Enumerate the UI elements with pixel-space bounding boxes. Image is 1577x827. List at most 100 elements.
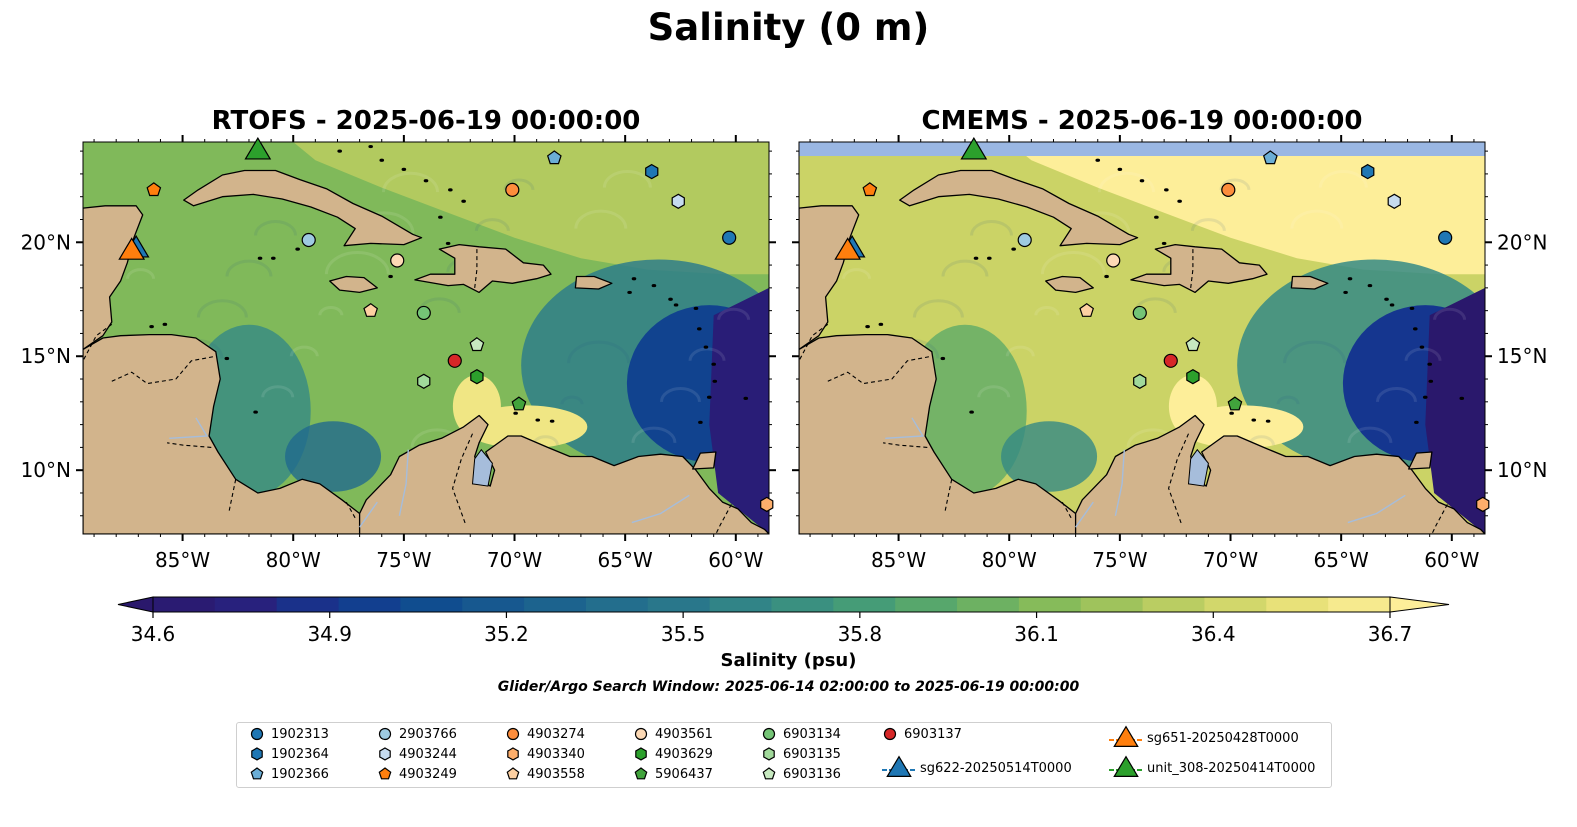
- legend-entry-1902366: 1902366: [249, 766, 329, 782]
- no-data-band: [799, 142, 1485, 156]
- land-hispaniola: [414, 243, 552, 294]
- marker-sg651-20250428T0000: [118, 237, 146, 260]
- border-0: [83, 323, 113, 362]
- legend-marker-icon: [883, 727, 897, 741]
- islet-20: [337, 149, 342, 153]
- land-south: [358, 414, 769, 534]
- marker-6903135: [1133, 373, 1147, 389]
- colorbar-tick-label: 35.8: [838, 622, 883, 646]
- marker-4903558: [1079, 302, 1095, 317]
- colorbar-frame: [152, 596, 1391, 613]
- islet-14: [1154, 215, 1159, 219]
- marker-5906437: [1227, 396, 1243, 411]
- islet-26: [224, 356, 230, 361]
- marker-6903137: [1163, 353, 1178, 368]
- legend-label: 1902366: [271, 766, 329, 782]
- x-tick-label: 85°W: [871, 548, 926, 572]
- land-central: [799, 333, 1081, 534]
- islet-30: [445, 241, 451, 246]
- legend-marker-icon: [763, 747, 775, 761]
- marker-2903766: [1017, 232, 1032, 248]
- x-tick-label: 65°W: [1314, 548, 1369, 572]
- islet-24: [257, 256, 263, 260]
- islet-2: [673, 303, 679, 307]
- marker-6903134: [416, 305, 431, 321]
- ocean-field-east-edge: [709, 287, 769, 534]
- legend-label: 4903274: [527, 726, 585, 742]
- marker-4903244: [1387, 193, 1401, 209]
- islet-3: [1409, 306, 1415, 310]
- y-tick-label: 20°N: [1497, 230, 1547, 254]
- x-tick-label: 85°W: [155, 548, 210, 572]
- colorbar-segment: [833, 597, 896, 612]
- marker-1902313: [1438, 230, 1453, 245]
- border-1: [827, 355, 932, 385]
- islet-10: [743, 396, 749, 400]
- colorbar-segment: [153, 597, 216, 612]
- islet-13: [549, 419, 555, 423]
- marker-4903561: [1106, 253, 1121, 268]
- legend-entry-1902364: 1902364: [249, 746, 329, 762]
- river-3: [1075, 501, 1094, 528]
- legend-entry-4903558: 4903558: [505, 766, 585, 782]
- islet-0: [627, 290, 632, 295]
- legend-label: 6903136: [783, 766, 841, 782]
- land-south: [1074, 414, 1485, 534]
- legend-marker-icon: [379, 747, 391, 761]
- islet-23: [1011, 247, 1016, 251]
- river-1: [398, 449, 409, 516]
- ocean-field-east-edge: [1425, 287, 1485, 534]
- islet-29: [388, 274, 393, 279]
- islet-25: [969, 410, 974, 414]
- islet-21: [368, 144, 373, 149]
- islet-19: [379, 158, 385, 162]
- ocean-field-guajira: [1168, 375, 1217, 438]
- land-yucatan: [83, 205, 144, 351]
- legend-entry-2903766: 2903766: [377, 726, 457, 742]
- colorbar-segment: [524, 597, 587, 612]
- land-trinidad: [1408, 451, 1433, 470]
- x-tick-label: 80°W: [982, 548, 1037, 572]
- marker-4903340: [1476, 496, 1490, 513]
- legend-entry-unit_308-20250414T0000: unit_308-20250414T0000: [1109, 755, 1315, 781]
- legend-marker-icon: [882, 755, 916, 778]
- legend-entry-6903137: 6903137: [882, 726, 962, 742]
- land-puertorico: [574, 275, 613, 290]
- land-central: [83, 333, 365, 534]
- y-tick-label: 10°N: [21, 458, 71, 482]
- islet-11: [1229, 411, 1234, 415]
- border-0: [799, 323, 829, 362]
- border-6: [1431, 504, 1448, 534]
- river-2: [631, 494, 690, 524]
- islet-23: [295, 247, 300, 251]
- legend-label: 4903249: [399, 766, 457, 782]
- colorbar-tick-label: 35.2: [484, 622, 529, 646]
- islet-17: [423, 179, 429, 183]
- islet-15: [1164, 188, 1169, 192]
- legend-marker-icon: [250, 727, 264, 741]
- legend-entry-4903249: 4903249: [377, 766, 457, 782]
- islet-5: [1419, 345, 1425, 349]
- border-2: [167, 442, 212, 448]
- x-tick-label: 70°W: [1203, 548, 1258, 572]
- colorbar-segment: [1080, 597, 1144, 612]
- land-cuba: [899, 169, 1139, 247]
- marker-4903249: [862, 182, 878, 197]
- land-jamaica: [329, 275, 378, 294]
- colorbar-label: Salinity (psu): [720, 650, 857, 671]
- islet-24: [973, 256, 979, 260]
- legend-label: 5906437: [655, 766, 713, 782]
- ocean-field-guajira: [452, 375, 501, 438]
- border-2: [883, 442, 928, 448]
- colorbar-segment: [709, 597, 773, 612]
- colorbar: 34.6 34.9 35.2 35.5 35.8 36.1 36.4 36.7: [117, 596, 1450, 646]
- marker-4903558: [363, 302, 379, 317]
- colorbar-tick-label: 35.5: [661, 622, 706, 646]
- colorbar-segment: [1328, 597, 1391, 612]
- marker-1902364: [645, 163, 659, 180]
- colorbar-tick-label: 34.9: [307, 622, 352, 646]
- marker-unit_308-20250414T0000: [960, 136, 988, 160]
- colorbar-tick-label: 36.7: [1368, 622, 1413, 646]
- x-tick-label: 60°W: [1424, 548, 1479, 572]
- islet-31: [651, 283, 657, 288]
